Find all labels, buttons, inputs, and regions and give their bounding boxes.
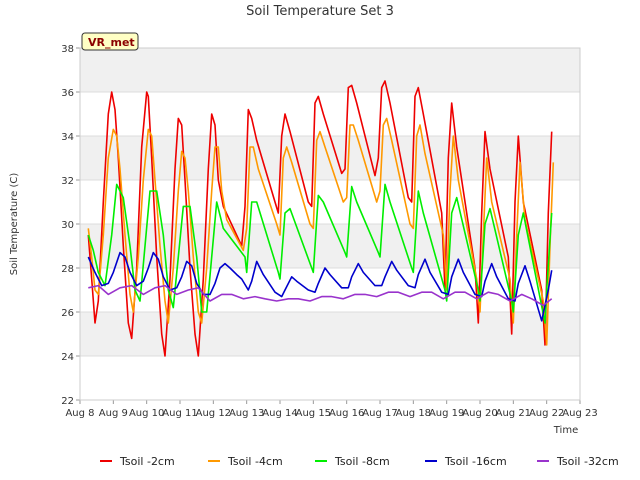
legend-label: Tsoil -16cm [444,455,507,468]
legend-item: Tsoil -8cm [315,455,390,468]
legend-item: Tsoil -4cm [208,455,283,468]
x-tick-label: Aug 20 [462,408,497,419]
legend-label: Tsoil -4cm [227,455,283,468]
legend: Tsoil -2cm Tsoil -4cm Tsoil -8cm Tsoil -16c… [100,455,619,468]
y-tick-label: 22 [61,396,74,407]
background-band [80,136,580,180]
background-band [80,48,580,92]
y-axis-ticks: 22 24 26 28 30 32 34 36 38 [61,44,80,407]
legend-label: Tsoil -2cm [119,455,175,468]
x-tick-label: Aug 13 [229,408,264,419]
station-badge: VR_met [81,32,139,51]
legend-item: Tsoil -2cm [100,455,175,468]
x-tick-label: Aug 11 [162,408,197,419]
plot-frame [79,47,581,401]
y-tick-label: 38 [61,44,74,55]
x-tick-label: Aug 10 [129,408,164,419]
legend-label: Tsoil -8cm [334,455,390,468]
y-tick-label: 24 [61,352,74,363]
series-line-tsoil-16cm [87,251,553,322]
y-axis-label: Soil Temperature (C) [9,173,20,276]
x-tick-label: Aug 19 [429,408,464,419]
y-tick-label: 28 [61,264,74,275]
x-axis-label: Time [553,425,578,436]
x-tick-label: Aug 22 [529,408,564,419]
y-tick-label: 32 [61,176,74,187]
series-line-tsoil-32cm [88,284,553,307]
y-tick-label: 30 [61,220,74,231]
background-band [80,312,580,356]
x-tick-label: Aug 14 [262,408,297,419]
legend-item: Tsoil -16cm [425,455,507,468]
x-tick-label: Aug 15 [296,408,331,419]
x-tick-label: Aug 23 [562,408,597,419]
x-tick-label: Aug 8 [65,408,94,419]
series-lines [87,80,555,357]
y-tick-label: 36 [61,88,74,99]
x-tick-label: Aug 9 [99,408,128,419]
x-tick-label: Aug 18 [396,408,431,419]
series-line-tsoil-8cm [87,183,553,324]
x-tick-label: Aug 17 [362,408,397,419]
x-tick-label: Aug 21 [496,408,531,419]
station-badge-label: VR_met [88,36,135,49]
series-line-tsoil-4cm [87,117,555,346]
y-tick-label: 34 [61,132,74,143]
chart-title: Soil Temperature Set 3 [246,4,394,19]
y-tick-label: 26 [61,308,74,319]
series-line-tsoil-2cm [87,80,553,357]
legend-item: Tsoil -32cm [537,455,619,468]
x-tick-label: Aug 16 [329,408,364,419]
legend-label: Tsoil -32cm [556,455,619,468]
x-tick-label: Aug 12 [196,408,231,419]
